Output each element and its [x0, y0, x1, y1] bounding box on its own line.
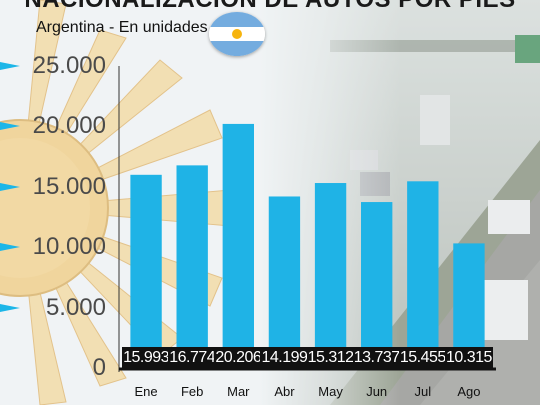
data-label: 15.993 — [122, 347, 171, 369]
y-tick-label: 15.000 — [32, 172, 106, 200]
x-tick-label: Jun — [366, 384, 388, 399]
argentina-flag-icon — [209, 12, 265, 56]
bar-mar — [222, 123, 254, 368]
tick-arrow-icon — [0, 62, 20, 70]
y-tick-label: 20.000 — [32, 112, 106, 140]
x-tick-label: Ene — [134, 384, 158, 399]
tick-arrow-icon — [0, 182, 20, 191]
chart-subtitle: Argentina - En unidades — [36, 19, 208, 36]
y-tick-label: 5.000 — [45, 293, 106, 321]
bar-feb — [176, 165, 208, 368]
chart-title: NACIONALIZACIÓN DE AUTOS POR PIES — [0, 0, 540, 12]
x-tick-label: Abr — [274, 384, 295, 399]
bar-jun — [361, 202, 393, 368]
bar-ene — [130, 174, 162, 368]
data-label: 16.774 — [168, 347, 217, 369]
x-tick-label: Jul — [414, 384, 432, 399]
data-label: 20.206 — [214, 347, 263, 369]
x-tick-label: Feb — [180, 384, 204, 399]
data-label: 15.312 — [306, 347, 355, 369]
data-label: 14.199 — [260, 347, 309, 369]
bar-may — [314, 183, 347, 368]
y-tick-label: 10.000 — [32, 233, 106, 261]
data-label: 15.455 — [398, 347, 447, 369]
data-label: 13.737 — [352, 347, 401, 369]
bar-jul — [407, 181, 439, 368]
tick-arrow-icon — [0, 243, 20, 252]
y-tick-label: 25.000 — [32, 52, 106, 79]
x-tick-label: Ago — [457, 384, 481, 399]
x-tick-label: Mar — [227, 384, 250, 399]
y-tick-label: 0 — [92, 354, 106, 381]
tick-arrow-icon — [0, 122, 20, 131]
data-label: 10.315 — [444, 347, 493, 369]
x-tick-label: May — [318, 384, 343, 399]
tick-arrow-icon — [0, 303, 20, 312]
bar-abr — [268, 196, 301, 368]
